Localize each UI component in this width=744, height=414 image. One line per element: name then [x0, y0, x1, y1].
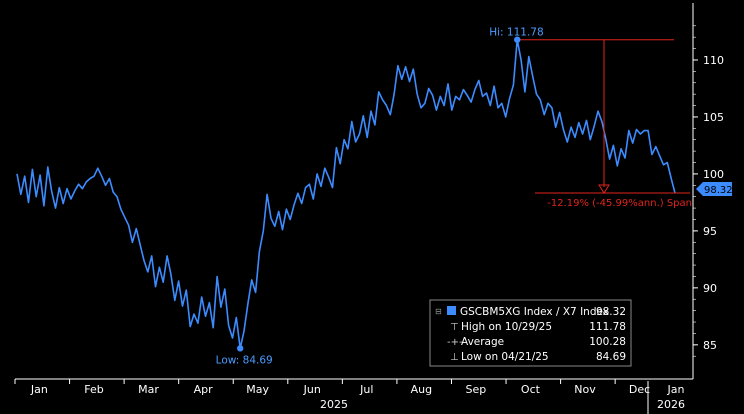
x-tick-label: Jan [30, 383, 48, 396]
x-tick-label: Feb [84, 383, 103, 396]
y-tick-label: 105 [703, 111, 724, 124]
x-tick-label: Jan [667, 383, 685, 396]
legend-row-average-value: 100.28 [589, 336, 626, 348]
year-label-2025: 2025 [320, 398, 348, 411]
x-tick-label: Nov [574, 383, 596, 396]
legend-row-average-label: Average [461, 336, 504, 348]
x-tick-label: Oct [521, 383, 541, 396]
high-label: Hi: 111.78 [489, 27, 543, 39]
last-value-label: 98.32 [704, 185, 733, 196]
legend-row-low-label: Low on 04/21/25 [461, 351, 549, 363]
high-marker-icon: ⊤ [450, 322, 459, 333]
x-tick-label: Aug [411, 383, 432, 396]
x-tick-label: May [246, 383, 269, 396]
x-tick-label: Apr [194, 383, 214, 396]
legend: ⊟ GSCBM5XG Index / X7 Index 98.32 ⊤ High… [429, 299, 632, 367]
legend-row-high-label: High on 10/29/25 [461, 321, 552, 333]
span-label: -12.19% (-45.99%ann.) Span [547, 198, 692, 209]
low-point [236, 345, 244, 352]
legend-title: GSCBM5XG Index / X7 Index [460, 306, 609, 318]
y-tick-label: 95 [703, 225, 717, 238]
y-tick-label: 85 [703, 339, 717, 352]
span-arrow-head [598, 184, 610, 194]
series-line [16, 38, 676, 350]
legend-row-high-value: 111.78 [589, 321, 626, 333]
x-tick-label: Mar [138, 383, 159, 396]
legend-collapse-icon[interactable]: ⊟ [435, 307, 442, 316]
y-ticks: 110 105 100 95 90 85 [693, 25, 724, 357]
x-tick-label: Jul [359, 383, 373, 396]
x-tick-label: Jun [303, 383, 321, 396]
y-tick-label: 110 [703, 54, 724, 67]
y-tick-label: 90 [703, 282, 717, 295]
year-label-2026: 2026 [657, 398, 685, 411]
legend-row-low-value: 84.69 [596, 351, 626, 363]
average-marker-icon: -+- [447, 337, 463, 348]
high-point [514, 36, 521, 43]
y-tick-label: 100 [703, 168, 724, 181]
low-marker-icon: ⊥ [450, 352, 459, 363]
low-label: Low: 84.69 [216, 354, 273, 366]
x-ticks: Jan Feb Mar Apr May Jun Jul Aug Sep Oct Nov Dec Jan [14, 379, 685, 396]
last-value-tag: 98.32 [696, 182, 733, 196]
legend-swatch [447, 306, 456, 315]
plot-area: -12.19% (-45.99%ann.) Span Hi: 111.78 Low:… [16, 27, 692, 366]
x-tick-label: Sep [466, 383, 487, 396]
x-tick-label: Dec [629, 383, 650, 396]
legend-title-value: 98.32 [596, 306, 626, 318]
